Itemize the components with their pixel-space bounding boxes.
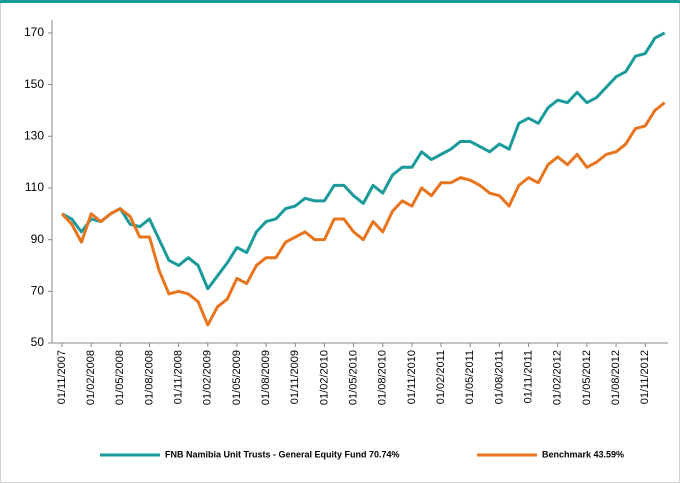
legend-label: FNB Namibia Unit Trusts - General Equity… [165,449,400,459]
x-tick-label: 01/08/2010 [377,350,389,405]
top-bar [0,0,680,3]
y-tick-label: 70 [31,283,45,297]
y-tick-label: 50 [31,335,45,349]
x-tick-label: 01/05/2009 [231,350,243,405]
x-tick-label: 01/08/2011 [493,350,505,404]
series-line [61,31,666,291]
x-tick-label: 01/02/2008 [85,350,97,405]
x-tick-label: 01/11/2009 [289,350,301,404]
x-tick-label: 01/08/2012 [610,350,622,405]
series-line [60,101,666,327]
legend-label: Benchmark 43.59% [542,449,624,459]
y-tick-label: 170 [24,25,44,39]
x-tick-label: 01/02/2010 [318,350,330,405]
x-tick-label: 01/11/2008 [173,350,185,404]
x-tick-label: 01/11/2007 [56,350,68,404]
x-tick-label: 01/11/2012 [639,350,651,404]
x-tick-label: 01/11/2011 [522,350,534,403]
x-tick-label: 01/02/2011 [435,350,447,404]
y-tick-label: 150 [24,77,44,91]
x-tick-label: 01/08/2008 [143,350,155,405]
x-tick-label: 01/05/2012 [581,350,593,405]
x-tick-label: 01/02/2009 [202,350,214,405]
x-tick-label: 01/05/2008 [114,350,126,405]
x-tick-label: 01/08/2009 [260,350,272,405]
x-tick-label: 01/11/2010 [406,350,418,404]
x-tick-label: 01/02/2012 [552,350,564,405]
x-tick-label: 01/05/2010 [348,350,360,405]
y-tick-label: 130 [24,128,44,142]
y-tick-label: 90 [31,232,45,246]
y-tick-label: 110 [25,180,44,194]
x-tick-label: 01/05/2011 [464,350,476,404]
